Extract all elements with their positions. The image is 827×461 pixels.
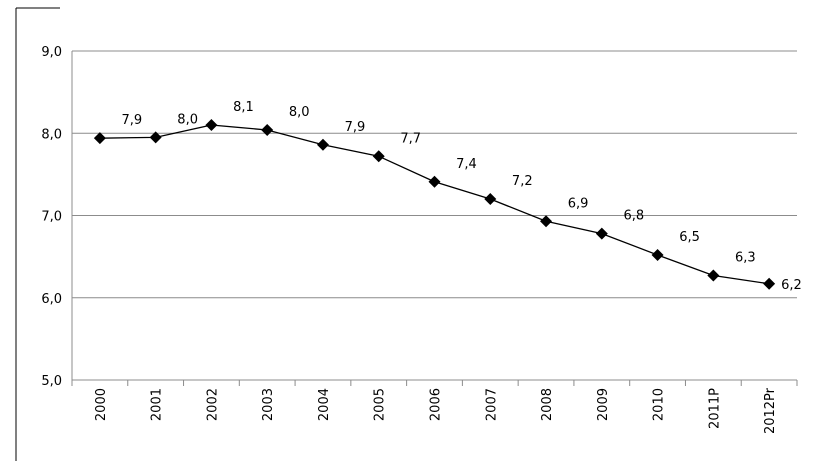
data-label: 7,7 bbox=[400, 131, 421, 146]
x-tick-label: 2008 bbox=[540, 388, 555, 421]
data-label: 8,1 bbox=[233, 100, 254, 115]
marker bbox=[651, 248, 664, 261]
y-tick-label: 8,0 bbox=[41, 127, 62, 142]
data-label: 8,0 bbox=[177, 112, 198, 127]
marker bbox=[205, 119, 218, 132]
data-label: 6,3 bbox=[735, 251, 756, 266]
data-label: 7,4 bbox=[456, 157, 477, 172]
marker bbox=[595, 227, 608, 240]
x-tick-label: 2011P bbox=[707, 388, 722, 429]
x-tick-label: 2007 bbox=[484, 388, 499, 421]
data-label: 7,2 bbox=[512, 174, 533, 189]
marker bbox=[261, 123, 274, 136]
data-label: 7,9 bbox=[345, 120, 366, 135]
data-label: 6,2 bbox=[781, 278, 802, 293]
x-tick-label: 2000 bbox=[94, 388, 109, 421]
data-label: 6,5 bbox=[679, 230, 700, 245]
y-tick-label: 6,0 bbox=[41, 292, 62, 307]
y-tick-label: 7,0 bbox=[41, 210, 62, 225]
x-tick-label: 2002 bbox=[205, 388, 220, 421]
x-tick-label: 2012Pr bbox=[763, 387, 778, 434]
marker bbox=[316, 138, 329, 151]
data-label: 6,8 bbox=[623, 209, 644, 224]
line bbox=[99, 124, 770, 285]
data-label: 6,9 bbox=[568, 196, 589, 211]
y-tick-label: 5,0 bbox=[41, 374, 62, 389]
marker bbox=[149, 131, 162, 144]
y-tick-label: 9,0 bbox=[41, 45, 62, 60]
x-tick-label: 2010 bbox=[652, 388, 667, 421]
data-label: 8,0 bbox=[289, 105, 310, 120]
x-tick-label: 2003 bbox=[261, 388, 276, 421]
marker bbox=[540, 215, 553, 228]
data-label: 7,9 bbox=[122, 113, 143, 128]
marker bbox=[93, 132, 106, 145]
marker bbox=[484, 193, 497, 206]
marker bbox=[707, 269, 720, 282]
marker bbox=[763, 277, 776, 290]
marker bbox=[428, 175, 441, 188]
x-tick-label: 2005 bbox=[373, 388, 388, 421]
x-tick-label: 2006 bbox=[429, 388, 444, 421]
x-tick-label: 2004 bbox=[317, 388, 332, 421]
x-tick-label: 2009 bbox=[596, 388, 611, 421]
marker bbox=[372, 150, 385, 163]
x-tick-label: 2001 bbox=[150, 388, 165, 421]
